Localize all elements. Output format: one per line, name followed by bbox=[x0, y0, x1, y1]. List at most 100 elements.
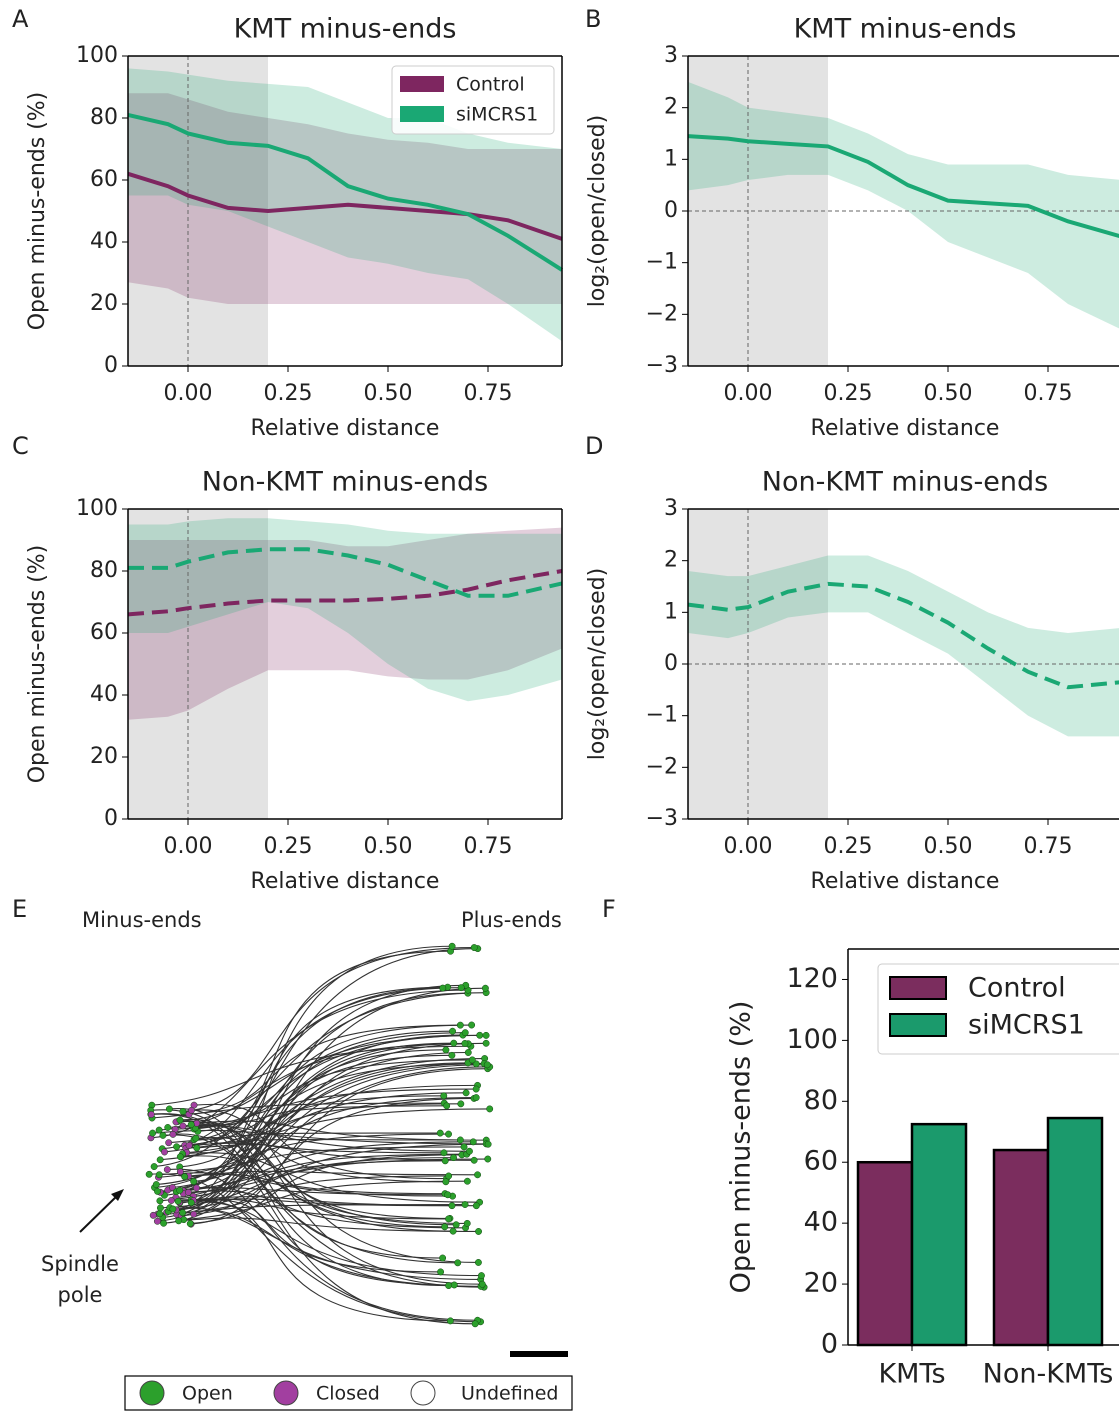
chart-title: KMT minus-ends bbox=[234, 14, 457, 45]
minus-end-dot bbox=[448, 942, 456, 950]
y-tick-label: 40 bbox=[90, 229, 118, 254]
minus-end-dot bbox=[472, 1094, 480, 1102]
x-tick-label: 0.75 bbox=[464, 834, 513, 859]
microtubule bbox=[168, 1132, 441, 1144]
minus-end-dot bbox=[160, 1219, 168, 1227]
y-tick-label: 100 bbox=[786, 1024, 838, 1055]
x-tick-label: 0.25 bbox=[824, 381, 873, 406]
microtubule bbox=[167, 1030, 453, 1191]
minus-end-dot bbox=[155, 1126, 163, 1134]
minus-end-dot bbox=[176, 1153, 184, 1161]
minus-end-dot bbox=[445, 1215, 453, 1223]
minus-end-dot bbox=[169, 1205, 177, 1213]
microtubule bbox=[191, 1109, 479, 1264]
minus-end-dot bbox=[444, 1191, 452, 1199]
minus-end-dot bbox=[175, 1217, 183, 1225]
microtubule bbox=[172, 1207, 481, 1287]
minus-end-dot bbox=[164, 1124, 172, 1131]
minus-end-dot bbox=[165, 1105, 173, 1113]
minus-end-dot bbox=[450, 1039, 458, 1047]
minus-end-dot bbox=[150, 1163, 158, 1171]
minus-end-dot bbox=[461, 1029, 469, 1037]
highlight-region bbox=[128, 509, 268, 819]
microtubule bbox=[171, 1199, 482, 1277]
x-tick-label: 0.75 bbox=[1024, 834, 1073, 859]
minus-end-dot bbox=[167, 1197, 175, 1204]
x-tick-label: KMTs bbox=[878, 1359, 945, 1390]
legend-label: siMCRS1 bbox=[456, 104, 538, 126]
microtubule bbox=[193, 1059, 473, 1130]
x-axis-label: Relative distance bbox=[251, 869, 440, 894]
minus-end-dot bbox=[449, 1227, 457, 1235]
confidence-band bbox=[128, 518, 562, 702]
microtubule bbox=[182, 1152, 480, 1203]
microtubule bbox=[167, 1168, 478, 1321]
minus-end-dot bbox=[187, 1121, 195, 1129]
minus-end-dot bbox=[474, 1259, 482, 1266]
minus-end-dot bbox=[153, 1217, 161, 1225]
microtubule bbox=[158, 1133, 449, 1178]
y-tick-label: 100 bbox=[76, 496, 118, 521]
minus-end-dot bbox=[475, 1228, 482, 1235]
y-tick-label: 0 bbox=[104, 353, 118, 378]
x-tick-label: Non-KMTs bbox=[983, 1359, 1114, 1390]
minus-end-dot bbox=[476, 1031, 484, 1039]
x-tick-label: 0.50 bbox=[924, 381, 973, 406]
minus-end-dot bbox=[469, 1138, 477, 1146]
panel-label: F bbox=[602, 895, 616, 923]
minus-end-dot bbox=[457, 1100, 465, 1108]
x-tick-label: 0.00 bbox=[164, 834, 213, 859]
x-tick-label: 0.00 bbox=[724, 834, 773, 859]
legend-label: Closed bbox=[316, 1383, 380, 1405]
x-tick-label: 0.00 bbox=[724, 381, 773, 406]
y-tick-label: 60 bbox=[90, 167, 118, 192]
pole-arrow bbox=[79, 1192, 121, 1233]
legend-swatch bbox=[400, 106, 444, 122]
minus-end-dot bbox=[165, 1139, 173, 1147]
minus-end-dot bbox=[193, 1144, 201, 1152]
microtubule bbox=[191, 1123, 483, 1285]
minus-end-dot bbox=[482, 1031, 490, 1039]
chart-title: Non-KMT minus-ends bbox=[202, 467, 488, 498]
x-axis-label: Relative distance bbox=[811, 416, 1000, 441]
minus-end-dot bbox=[173, 1143, 181, 1151]
minus-end-dot bbox=[448, 1051, 456, 1059]
y-tick-label: −3 bbox=[646, 806, 678, 831]
x-tick-label: 0.25 bbox=[264, 381, 313, 406]
minus-end-dot bbox=[442, 1046, 450, 1054]
minus-end-dot bbox=[155, 1171, 163, 1179]
minus-end-dot bbox=[463, 1177, 471, 1185]
minus-end-dot bbox=[441, 1223, 449, 1231]
legend-swatch bbox=[889, 1013, 947, 1037]
minus-end-dot bbox=[468, 1056, 476, 1064]
microtubule bbox=[184, 1173, 446, 1195]
minus-end-dot bbox=[466, 1147, 473, 1155]
minus-end-dot bbox=[186, 1220, 194, 1228]
y-tick-label: 0 bbox=[664, 651, 678, 676]
minus-end-dot bbox=[445, 1130, 452, 1138]
microtubule bbox=[151, 1045, 471, 1106]
y-tick-label: −3 bbox=[646, 353, 678, 378]
legend-label: siMCRS1 bbox=[968, 1010, 1085, 1041]
minus-end-dot bbox=[181, 1173, 189, 1181]
minus-end-dot bbox=[474, 1171, 482, 1179]
y-axis-label: log₂(open/closed) bbox=[585, 568, 610, 760]
minus-end-dot bbox=[149, 1211, 157, 1219]
minus-end-dot bbox=[454, 1259, 462, 1267]
microtubule bbox=[191, 1201, 451, 1322]
minus-end-dot bbox=[477, 1272, 485, 1280]
minus-end-dot bbox=[471, 1320, 479, 1328]
x-tick-label: 0.50 bbox=[924, 834, 973, 859]
minus-end-dot bbox=[441, 1157, 449, 1165]
microtubule bbox=[197, 1024, 472, 1132]
minus-end-dot bbox=[482, 1039, 490, 1047]
minus-end-dot bbox=[190, 1177, 198, 1185]
x-axis-label: Relative distance bbox=[251, 416, 440, 441]
legend-label: Control bbox=[456, 74, 525, 96]
y-axis-label: Open minus-ends (%) bbox=[25, 92, 50, 331]
panel-label: C bbox=[12, 432, 29, 460]
y-tick-label: 2 bbox=[664, 548, 678, 573]
diagram-label: Minus-ends bbox=[82, 908, 202, 932]
y-tick-label: 0 bbox=[104, 806, 118, 831]
minus-end-dot bbox=[179, 1108, 187, 1115]
